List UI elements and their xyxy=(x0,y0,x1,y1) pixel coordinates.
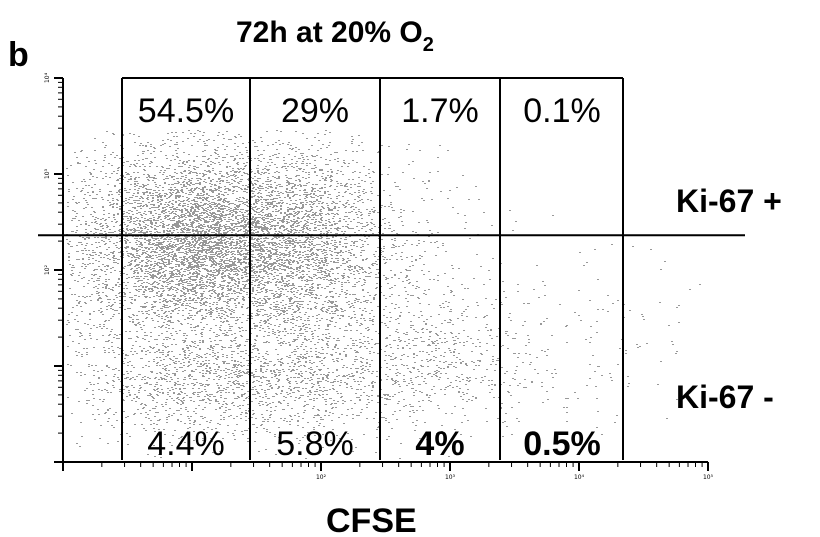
chart-title-subscript: 2 xyxy=(423,34,434,56)
quadrant-top-0: 54.5% xyxy=(138,92,234,130)
quadrant-top-2: 1.7% xyxy=(401,92,479,130)
x-axis-label: CFSE xyxy=(326,502,417,537)
y-tick-label: 10² xyxy=(44,264,51,275)
x-tick-label: 10⁴ xyxy=(574,474,585,481)
y-tick-label: 10⁴ xyxy=(44,72,51,83)
scatter-point-cloud xyxy=(66,130,701,459)
x-tick-label: 10² xyxy=(316,474,327,481)
x-tick-label: 10³ xyxy=(445,474,456,481)
chart-title: 72h at 20% O2 xyxy=(236,16,434,56)
quadrant-bottom-0: 4.4% xyxy=(147,425,225,463)
chart-title-main: 72h at 20% O xyxy=(236,16,423,49)
y-tick-label: 10³ xyxy=(44,168,51,179)
row-label-ki67-negative: Ki-67 - xyxy=(676,379,774,415)
x-tick-label: 10⁵ xyxy=(703,474,714,481)
quadrant-top-3: 0.1% xyxy=(523,92,601,130)
scatter-points xyxy=(66,130,701,459)
quadrant-bottom-3: 0.5% xyxy=(523,425,601,463)
gates xyxy=(38,77,745,460)
quadrant-percentages: 54.5% 29% 1.7% 0.1% 4.4% 5.8% 4% 0.5% xyxy=(138,92,601,463)
panel-letter: b xyxy=(8,36,29,74)
quadrant-bottom-1: 5.8% xyxy=(276,425,354,463)
quadrant-top-1: 29% xyxy=(281,92,349,130)
axis-ticks: 10² 10³ 10⁴ 10⁵ 10⁴ 10³ 10² xyxy=(44,72,714,481)
row-label-ki67-positive: Ki-67 + xyxy=(676,183,782,219)
quadrant-bottom-2: 4% xyxy=(415,425,464,463)
